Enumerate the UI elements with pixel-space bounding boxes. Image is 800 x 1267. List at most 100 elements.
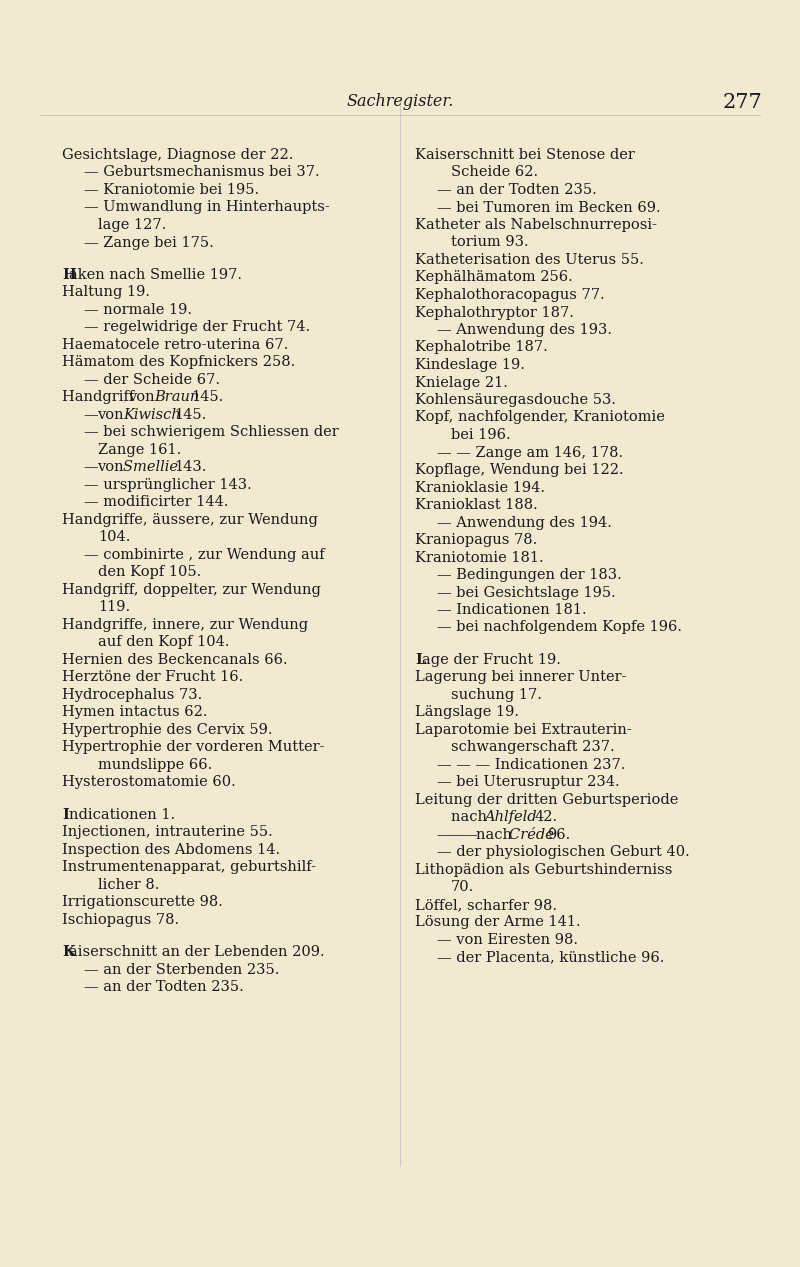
Text: Instrumentenapparat, geburtshilf-: Instrumentenapparat, geburtshilf- bbox=[62, 860, 316, 874]
Text: K: K bbox=[62, 945, 74, 959]
Text: Katheterisation des Uterus 55.: Katheterisation des Uterus 55. bbox=[415, 253, 644, 267]
Text: Braun: Braun bbox=[154, 390, 204, 404]
Text: — modificirter 144.: — modificirter 144. bbox=[84, 495, 229, 509]
Text: — — — Indicationen 237.: — — — Indicationen 237. bbox=[437, 758, 626, 772]
Text: Kranioklast 188.: Kranioklast 188. bbox=[415, 498, 538, 512]
Text: Kraniopagus 78.: Kraniopagus 78. bbox=[415, 533, 538, 547]
Text: auf den Kopf 104.: auf den Kopf 104. bbox=[98, 635, 230, 650]
Text: — Umwandlung in Hinterhaupts-: — Umwandlung in Hinterhaupts- bbox=[84, 200, 330, 214]
Text: 70.: 70. bbox=[451, 881, 474, 895]
Text: — Anwendung des 193.: — Anwendung des 193. bbox=[437, 323, 612, 337]
Text: bei 196.: bei 196. bbox=[451, 428, 510, 442]
Text: Inspection des Abdomens 14.: Inspection des Abdomens 14. bbox=[62, 843, 280, 856]
Text: Haematocele retro-uterina 67.: Haematocele retro-uterina 67. bbox=[62, 338, 288, 352]
Text: lage 127.: lage 127. bbox=[98, 218, 166, 232]
Text: torium 93.: torium 93. bbox=[451, 236, 529, 250]
Text: licher 8.: licher 8. bbox=[98, 878, 159, 892]
Text: suchung 17.: suchung 17. bbox=[451, 688, 542, 702]
Text: Gesichtslage, Diagnose der 22.: Gesichtslage, Diagnose der 22. bbox=[62, 148, 294, 162]
Text: Laparotomie bei Extrauterin-: Laparotomie bei Extrauterin- bbox=[415, 723, 632, 737]
Text: Haltung 19.: Haltung 19. bbox=[62, 285, 150, 299]
Text: Lagerung bei innerer Unter-: Lagerung bei innerer Unter- bbox=[415, 670, 626, 684]
Text: Hämatom des Kopfnickers 258.: Hämatom des Kopfnickers 258. bbox=[62, 355, 295, 370]
Text: — von Eiresten 98.: — von Eiresten 98. bbox=[437, 933, 578, 946]
Text: von: von bbox=[97, 460, 128, 474]
Text: 104.: 104. bbox=[98, 531, 130, 545]
Text: — bei Uterusruptur 234.: — bei Uterusruptur 234. bbox=[437, 775, 620, 789]
Text: Ischiopagus 78.: Ischiopagus 78. bbox=[62, 912, 179, 926]
Text: — bei Tumoren im Becken 69.: — bei Tumoren im Becken 69. bbox=[437, 200, 661, 214]
Text: Hernien des Beckencanals 66.: Hernien des Beckencanals 66. bbox=[62, 653, 288, 666]
Text: L: L bbox=[415, 653, 426, 666]
Text: ndicationen 1.: ndicationen 1. bbox=[69, 808, 175, 822]
Text: Längslage 19.: Längslage 19. bbox=[415, 706, 519, 720]
Text: 145.: 145. bbox=[192, 390, 224, 404]
Text: — Anwendung des 194.: — Anwendung des 194. bbox=[437, 516, 612, 530]
Text: mundslippe 66.: mundslippe 66. bbox=[98, 758, 212, 772]
Text: 145.: 145. bbox=[174, 408, 206, 422]
Text: H: H bbox=[62, 267, 76, 281]
Text: nach: nach bbox=[451, 811, 492, 825]
Text: — bei Gesichtslage 195.: — bei Gesichtslage 195. bbox=[437, 585, 616, 599]
Text: Scheide 62.: Scheide 62. bbox=[451, 166, 538, 180]
Text: den Kopf 105.: den Kopf 105. bbox=[98, 565, 202, 579]
Text: — Zange bei 175.: — Zange bei 175. bbox=[84, 236, 214, 250]
Text: — combinirte , zur Wendung auf: — combinirte , zur Wendung auf bbox=[84, 547, 325, 561]
Text: — Geburtsmechanismus bei 37.: — Geburtsmechanismus bei 37. bbox=[84, 166, 320, 180]
Text: Kaiserschnitt bei Stenose der: Kaiserschnitt bei Stenose der bbox=[415, 148, 635, 162]
Text: — — Zange am 146, 178.: — — Zange am 146, 178. bbox=[437, 446, 623, 460]
Text: —: — bbox=[463, 827, 482, 841]
Text: Ahlfeld: Ahlfeld bbox=[484, 811, 541, 825]
Text: Handgriff, doppelter, zur Wendung: Handgriff, doppelter, zur Wendung bbox=[62, 583, 321, 597]
Text: Löffel, scharfer 98.: Löffel, scharfer 98. bbox=[415, 898, 557, 912]
Text: — ursprünglicher 143.: — ursprünglicher 143. bbox=[84, 478, 252, 492]
Text: Handgriffe, äussere, zur Wendung: Handgriffe, äussere, zur Wendung bbox=[62, 513, 318, 527]
Text: —: — bbox=[450, 827, 470, 841]
Text: — an der Todten 235.: — an der Todten 235. bbox=[437, 182, 597, 196]
Text: 277: 277 bbox=[722, 92, 762, 111]
Text: Irrigationscurette 98.: Irrigationscurette 98. bbox=[62, 896, 223, 910]
Text: — der Scheide 67.: — der Scheide 67. bbox=[84, 372, 220, 386]
Text: Kiwisch: Kiwisch bbox=[123, 408, 186, 422]
Text: — Kraniotomie bei 195.: — Kraniotomie bei 195. bbox=[84, 182, 259, 196]
Text: —: — bbox=[84, 408, 103, 422]
Text: Kephalothoracopagus 77.: Kephalothoracopagus 77. bbox=[415, 288, 605, 302]
Text: von: von bbox=[128, 390, 159, 404]
Text: Hypertrophie der vorderen Mutter-: Hypertrophie der vorderen Mutter- bbox=[62, 740, 325, 754]
Text: — normale 19.: — normale 19. bbox=[84, 303, 192, 317]
Text: Kephälhämatom 256.: Kephälhämatom 256. bbox=[415, 270, 573, 285]
Text: Knielage 21.: Knielage 21. bbox=[415, 375, 508, 389]
Text: aiserschnitt an der Lebenden 209.: aiserschnitt an der Lebenden 209. bbox=[69, 945, 325, 959]
Text: Kephalothryptor 187.: Kephalothryptor 187. bbox=[415, 305, 574, 319]
Text: Kopf, nachfolgender, Kraniotomie: Kopf, nachfolgender, Kraniotomie bbox=[415, 411, 665, 424]
Text: Herztöne der Frucht 16.: Herztöne der Frucht 16. bbox=[62, 670, 243, 684]
Text: —: — bbox=[84, 460, 103, 474]
Text: 143.: 143. bbox=[174, 460, 206, 474]
Text: 96.: 96. bbox=[547, 827, 570, 841]
Text: age der Frucht 19.: age der Frucht 19. bbox=[422, 653, 561, 666]
Text: — Bedingungen der 183.: — Bedingungen der 183. bbox=[437, 568, 622, 582]
Text: Kohlensäuregasdouche 53.: Kohlensäuregasdouche 53. bbox=[415, 393, 616, 407]
Text: Kephalotribe 187.: Kephalotribe 187. bbox=[415, 341, 548, 355]
Text: 119.: 119. bbox=[98, 601, 130, 614]
Text: schwangerschaft 237.: schwangerschaft 237. bbox=[451, 740, 614, 754]
Text: — Indicationen 181.: — Indicationen 181. bbox=[437, 603, 586, 617]
Text: Sachregister.: Sachregister. bbox=[346, 94, 454, 110]
Text: Crédé: Crédé bbox=[509, 827, 558, 841]
Text: —: — bbox=[437, 827, 456, 841]
Text: Hypertrophie des Cervix 59.: Hypertrophie des Cervix 59. bbox=[62, 723, 273, 737]
Text: — regelwidrige der Frucht 74.: — regelwidrige der Frucht 74. bbox=[84, 321, 310, 334]
Text: 42.: 42. bbox=[534, 811, 558, 825]
Text: Katheter als Nabelschnurreposi-: Katheter als Nabelschnurreposi- bbox=[415, 218, 657, 232]
Text: aken nach Smellie 197.: aken nach Smellie 197. bbox=[69, 267, 242, 281]
Text: Kranioklasie 194.: Kranioklasie 194. bbox=[415, 480, 545, 494]
Text: Hymen intactus 62.: Hymen intactus 62. bbox=[62, 706, 207, 720]
Text: nach: nach bbox=[476, 827, 517, 841]
Text: Kopflage, Wendung bei 122.: Kopflage, Wendung bei 122. bbox=[415, 462, 624, 476]
Text: Handgriff: Handgriff bbox=[62, 390, 139, 404]
Text: — der Placenta, künstliche 96.: — der Placenta, künstliche 96. bbox=[437, 950, 664, 964]
Text: Hydrocephalus 73.: Hydrocephalus 73. bbox=[62, 688, 202, 702]
Text: Hysterostomatomie 60.: Hysterostomatomie 60. bbox=[62, 775, 236, 789]
Text: von: von bbox=[97, 408, 128, 422]
Text: — der physiologischen Geburt 40.: — der physiologischen Geburt 40. bbox=[437, 845, 690, 859]
